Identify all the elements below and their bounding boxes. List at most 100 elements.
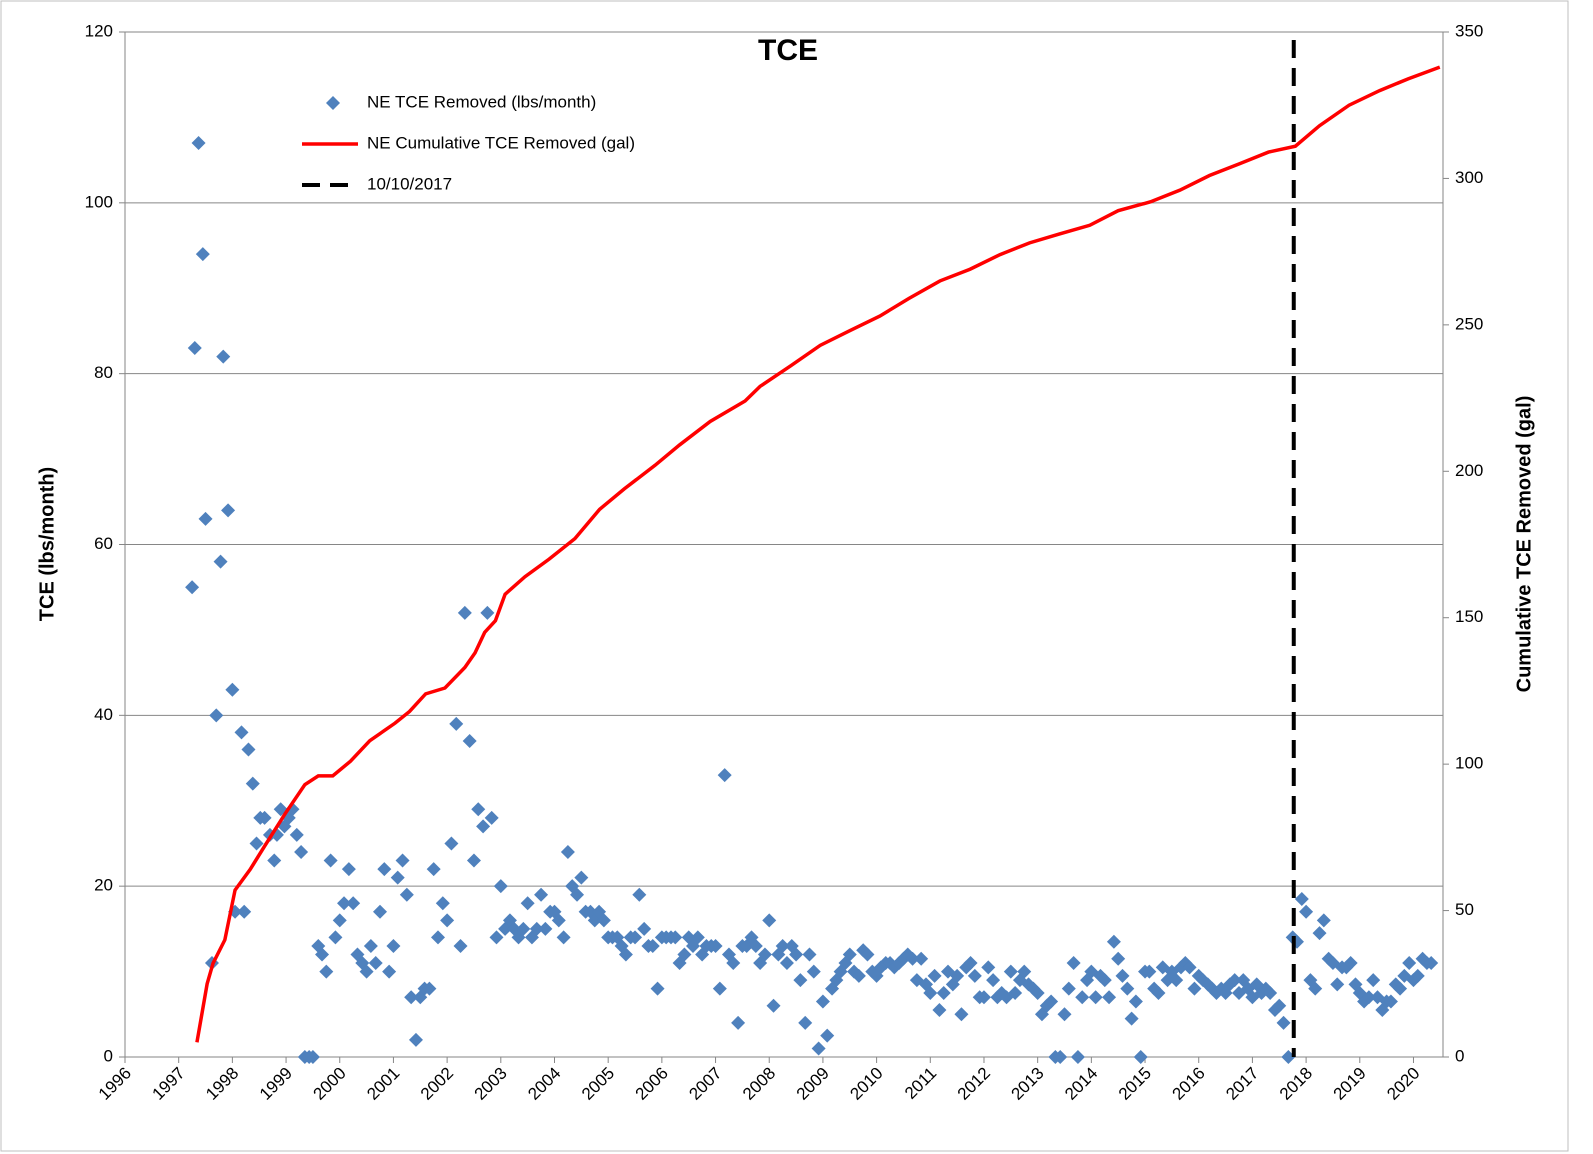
- scatter-point: [395, 853, 410, 868]
- scatter-point: [1182, 960, 1197, 975]
- scatter-point: [1187, 981, 1202, 996]
- scatter-point: [462, 733, 477, 748]
- scatter-point: [328, 930, 343, 945]
- scatter-point: [793, 973, 808, 988]
- scatter-point: [267, 853, 282, 868]
- scatter-point: [363, 938, 378, 953]
- scatter-point: [191, 136, 206, 151]
- scatter-point: [936, 985, 951, 1000]
- scatter-point: [1070, 1050, 1085, 1064]
- scatter-point: [811, 1041, 826, 1056]
- scatter-point: [556, 930, 571, 945]
- y2-tick-label: 200: [1455, 461, 1483, 480]
- scatter-point: [963, 956, 978, 971]
- y2-tick-label: 0: [1455, 1046, 1464, 1065]
- scatter-point: [346, 896, 361, 911]
- scatter-point: [453, 938, 468, 953]
- y2-tick-label: 100: [1455, 754, 1483, 773]
- scatter-point: [234, 725, 249, 740]
- scatter-point: [386, 938, 401, 953]
- scatter-point: [618, 947, 633, 962]
- scatter-point: [976, 990, 991, 1005]
- scatter-point: [359, 964, 374, 979]
- y-tick-label: 0: [104, 1046, 113, 1065]
- legend-label: 10/10/2017: [367, 174, 452, 193]
- scatter-point: [717, 768, 732, 783]
- scatter-point: [1124, 1011, 1139, 1026]
- scatter-point: [1017, 964, 1032, 979]
- scatter-point: [337, 896, 352, 911]
- scatter-point: [1066, 956, 1081, 971]
- scatter-point: [1030, 985, 1045, 1000]
- y2-tick-label: 50: [1455, 900, 1474, 919]
- y-tick-label: 80: [94, 363, 113, 382]
- scatter-point: [1044, 994, 1059, 1009]
- scatter-point: [779, 956, 794, 971]
- scatter-point: [315, 947, 330, 962]
- scatter-point: [185, 580, 200, 595]
- scatter-point: [712, 981, 727, 996]
- scatter-point: [1151, 985, 1166, 1000]
- scatter-point: [1424, 956, 1439, 971]
- scatter-point: [806, 964, 821, 979]
- scatter-point: [748, 938, 763, 953]
- scatter-point: [967, 968, 982, 983]
- scatter-point: [927, 968, 942, 983]
- scatter-point: [305, 1050, 320, 1064]
- scatter-point: [323, 853, 338, 868]
- legend-label: NE TCE Removed (lbs/month): [367, 92, 596, 111]
- scatter-point: [628, 930, 643, 945]
- scatter-point: [570, 887, 585, 902]
- scatter-point: [426, 862, 441, 877]
- scatter-point: [1272, 998, 1287, 1013]
- scatter-point: [187, 341, 202, 356]
- scatter-point: [789, 947, 804, 962]
- scatter-point: [213, 554, 228, 569]
- scatter-point: [1393, 981, 1408, 996]
- scatter-point: [332, 913, 347, 928]
- scatter-point: [1120, 981, 1135, 996]
- scatter-point: [377, 862, 392, 877]
- scatter-point: [221, 503, 236, 518]
- scatter-point: [1142, 964, 1157, 979]
- scatter-point: [471, 802, 486, 817]
- scatter-point: [1075, 990, 1090, 1005]
- scatter-point: [294, 845, 309, 859]
- y-axis-label: TCE (lbs/month): [36, 467, 58, 621]
- scatter-point: [1316, 913, 1331, 928]
- scatter-point: [209, 708, 224, 723]
- scatter-point: [435, 896, 450, 911]
- scatter-point: [762, 913, 777, 928]
- scatter-point: [373, 904, 388, 919]
- scatter-point: [645, 938, 660, 953]
- scatter-point: [466, 853, 481, 868]
- cumulative-line: [195, 65, 1441, 1043]
- scatter-point: [802, 947, 817, 962]
- scatter-point: [1088, 990, 1103, 1005]
- scatter-point: [1115, 968, 1130, 983]
- chart-title: TCE: [758, 34, 818, 67]
- scatter-point: [404, 990, 419, 1005]
- scatter-point: [914, 951, 929, 966]
- scatter-point: [444, 836, 459, 851]
- scatter-point: [319, 964, 334, 979]
- scatter-point: [677, 947, 692, 962]
- scatter-point: [480, 605, 495, 620]
- scatter-point: [1227, 973, 1242, 988]
- scatter-point: [731, 1015, 746, 1030]
- scatter-point: [195, 247, 210, 262]
- scatter-point: [534, 887, 549, 902]
- scatter-point: [1276, 1015, 1291, 1030]
- scatter-point: [225, 682, 240, 697]
- scatter-point: [820, 1028, 835, 1043]
- scatter-point: [538, 921, 553, 936]
- scatter-point: [905, 951, 920, 966]
- scatter-point: [954, 1007, 969, 1022]
- scatter-point: [382, 964, 397, 979]
- scatter-point: [216, 349, 231, 364]
- scatter-point: [1410, 968, 1425, 983]
- scatter-point: [637, 921, 652, 936]
- scatter-point: [798, 1015, 813, 1030]
